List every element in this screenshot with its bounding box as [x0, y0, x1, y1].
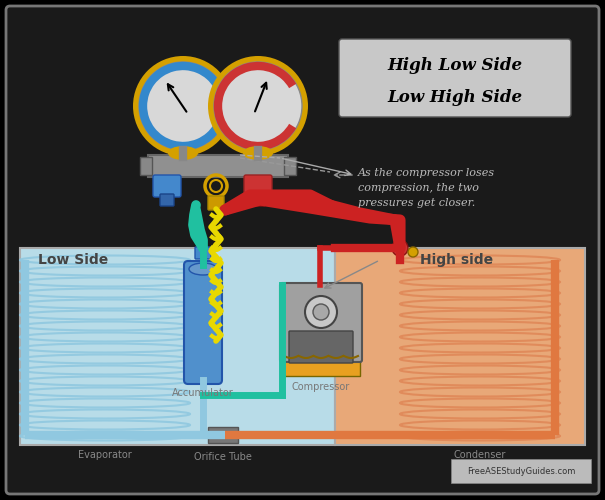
Circle shape [305, 296, 337, 328]
Circle shape [139, 62, 227, 150]
Circle shape [133, 56, 233, 156]
Bar [282, 358, 360, 376]
FancyBboxPatch shape [289, 331, 353, 363]
FancyBboxPatch shape [160, 194, 174, 206]
Bar [140, 157, 152, 175]
Bar [284, 157, 296, 175]
Text: Low High Side: Low High Side [387, 88, 523, 106]
Text: High side: High side [420, 253, 493, 267]
FancyBboxPatch shape [153, 175, 181, 197]
Bar [20, 248, 335, 445]
Text: Low Side: Low Side [38, 253, 108, 267]
Text: Orifice Tube: Orifice Tube [194, 452, 252, 462]
Text: Evaporator: Evaporator [78, 450, 132, 460]
Text: Compressor: Compressor [292, 382, 350, 392]
Bar [148, 155, 288, 177]
Bar [208, 427, 238, 443]
FancyBboxPatch shape [339, 39, 571, 117]
FancyBboxPatch shape [451, 459, 591, 483]
Circle shape [208, 56, 308, 156]
Ellipse shape [168, 146, 198, 160]
Text: Condenser: Condenser [454, 450, 506, 460]
Circle shape [392, 240, 408, 256]
FancyBboxPatch shape [208, 196, 224, 210]
Circle shape [214, 62, 302, 150]
Ellipse shape [189, 263, 217, 275]
FancyBboxPatch shape [251, 194, 265, 206]
FancyBboxPatch shape [280, 283, 362, 362]
FancyBboxPatch shape [244, 175, 272, 197]
Text: High Low Side: High Low Side [387, 58, 523, 74]
FancyBboxPatch shape [6, 6, 599, 494]
Circle shape [408, 247, 418, 257]
Bar [335, 248, 585, 445]
Text: FreeASEStudyGuides.com: FreeASEStudyGuides.com [467, 466, 575, 475]
Text: As the compressor loses
compression, the two
pressures get closer.: As the compressor loses compression, the… [358, 168, 495, 207]
FancyBboxPatch shape [184, 261, 222, 384]
FancyBboxPatch shape [195, 247, 211, 259]
Ellipse shape [243, 146, 273, 160]
Circle shape [313, 304, 329, 320]
Text: Accumulator: Accumulator [172, 388, 234, 398]
